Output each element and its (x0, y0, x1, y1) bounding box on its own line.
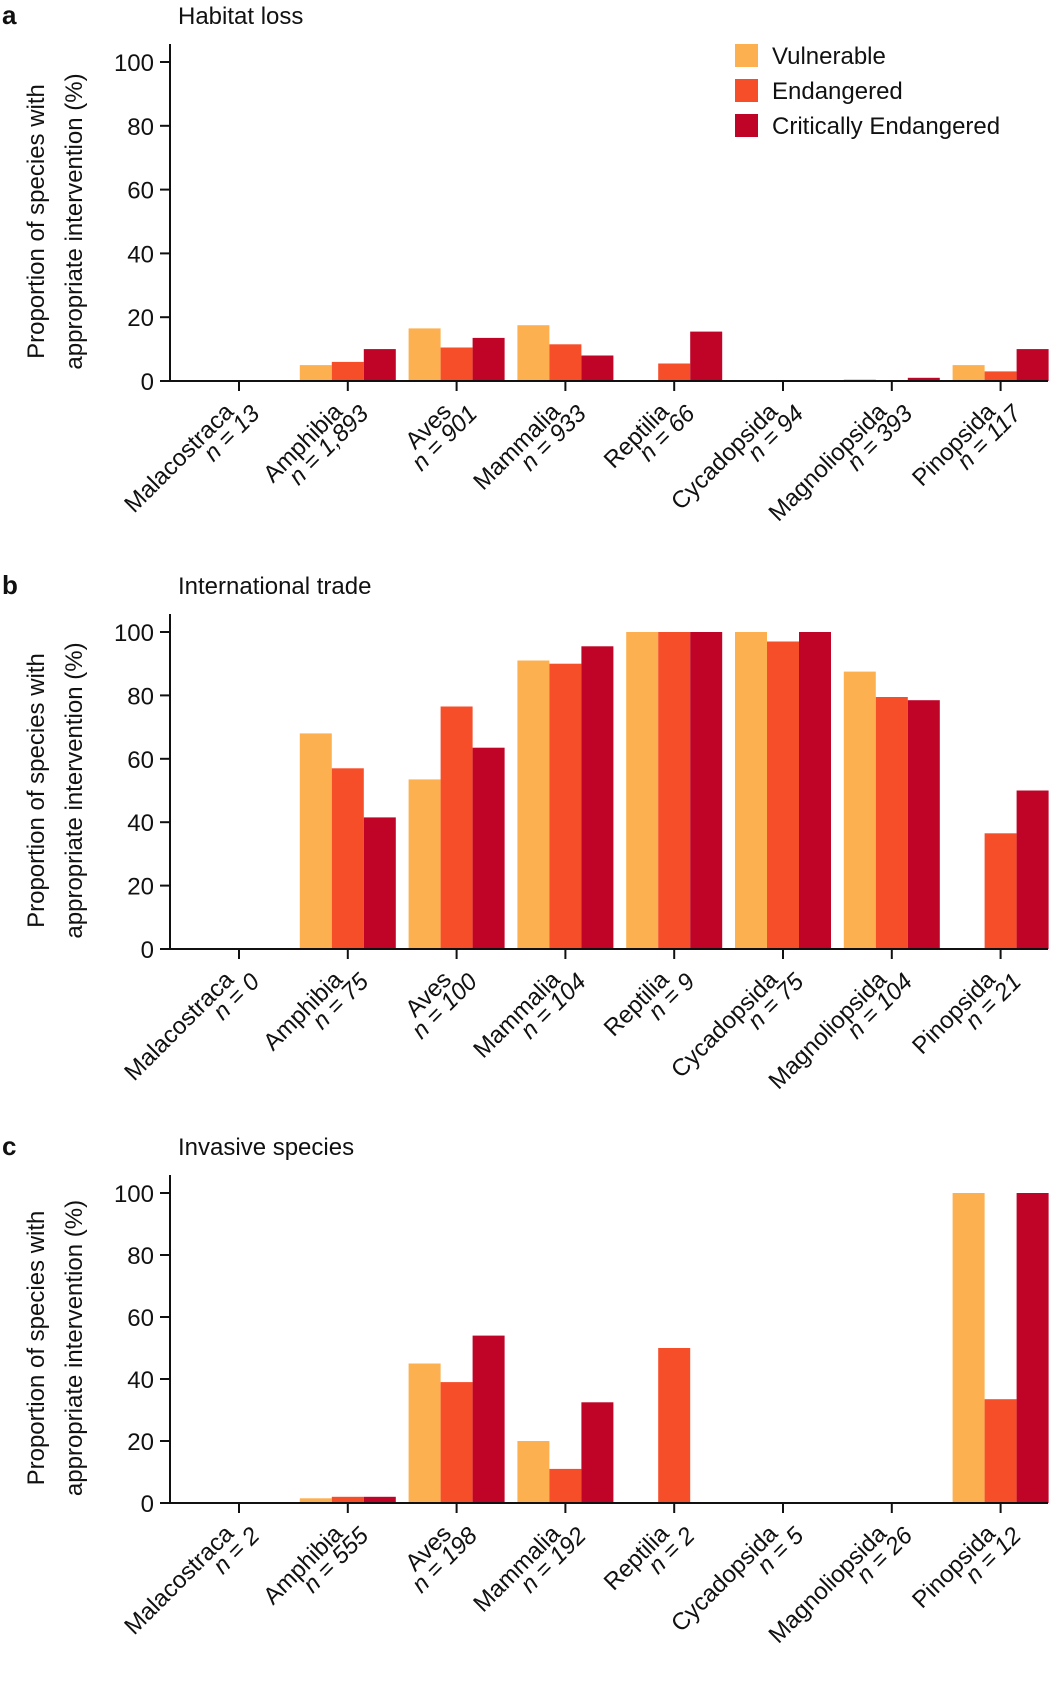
y-tick-label: 0 (141, 937, 154, 964)
y-tick-label: 60 (127, 178, 154, 205)
bar-pinopsida-endangered (984, 371, 1017, 381)
panel-b: b International trade Proportion of specie… (2, 570, 1049, 1095)
bar-magnoliopsida-critically-endangered (907, 377, 940, 381)
panel-letter: c (2, 1131, 16, 1161)
bar-mammalia-vulnerable (517, 660, 550, 949)
bar-cycadopsida-endangered (767, 641, 799, 949)
bar-pinopsida-vulnerable (952, 365, 985, 381)
bar-amphibia-endangered (331, 768, 364, 949)
y-tick-label: 100 (114, 50, 154, 77)
bar-pinopsida-critically-endangered (1016, 790, 1049, 949)
panel-title: Habitat loss (178, 3, 303, 30)
bar-amphibia-vulnerable (299, 1498, 332, 1503)
bar-reptilia-endangered (658, 1348, 691, 1503)
bar-aves-vulnerable (408, 1363, 441, 1503)
bar-amphibia-vulnerable (299, 733, 332, 949)
legend-label: Endangered (772, 78, 903, 105)
y-tick-label: 20 (127, 874, 154, 901)
bar-reptilia-endangered (658, 363, 691, 381)
bar-pinopsida-vulnerable (952, 1193, 985, 1503)
bar-amphibia-vulnerable (299, 365, 332, 381)
bar-mammalia-endangered (549, 1468, 582, 1503)
bar-aves-vulnerable (408, 779, 441, 949)
bar-aves-vulnerable (408, 328, 441, 381)
bar-magnoliopsida-critically-endangered (907, 700, 940, 949)
bar-aves-critically-endangered (472, 747, 505, 949)
y-tick-label: 60 (127, 747, 154, 774)
bar-aves-endangered (440, 347, 473, 381)
bar-mammalia-critically-endangered (581, 355, 614, 381)
bar-pinopsida-endangered (984, 1399, 1017, 1503)
y-tick-label: 20 (127, 305, 154, 332)
bar-amphibia-critically-endangered (363, 817, 396, 949)
legend-swatch-vulnerable (735, 44, 758, 67)
y-axis-label-line1: Proportion of species with (23, 653, 50, 928)
bar-mammalia-endangered (549, 663, 582, 949)
bar-reptilia-endangered (658, 632, 691, 949)
legend-label: Vulnerable (772, 43, 886, 70)
bar-aves-endangered (440, 1382, 473, 1503)
bar-magnoliopsida-endangered (875, 697, 908, 949)
y-tick-label: 40 (127, 810, 154, 837)
panel-title: International trade (178, 573, 371, 600)
bar-cycadopsida-vulnerable (735, 632, 767, 949)
bar-pinopsida-endangered (984, 833, 1017, 949)
bar-mammalia-critically-endangered (581, 646, 614, 949)
bar-pinopsida-critically-endangered (1016, 349, 1049, 381)
y-tick-label: 80 (127, 683, 154, 710)
bar-mammalia-vulnerable (517, 325, 550, 381)
y-tick-label: 80 (127, 1243, 154, 1270)
y-tick-label: 20 (127, 1429, 154, 1456)
x-category-label: Malacostraca (119, 1520, 239, 1640)
panel-c: c Invasive species Proportion of species w… (2, 1131, 1049, 1649)
legend-swatch-endangered (735, 79, 758, 102)
y-axis-label-line1: Proportion of species with (23, 1211, 50, 1486)
y-axis-label-line2: appropriate intervention (%) (61, 73, 88, 369)
legend: Vulnerable Endangered Critically Endangere… (735, 43, 1000, 140)
bar-magnoliopsida-vulnerable (843, 671, 876, 949)
y-tick-label: 0 (141, 369, 154, 396)
bar-aves-critically-endangered (472, 1335, 505, 1503)
bar-amphibia-endangered (331, 1496, 364, 1503)
y-tick-label: 100 (114, 1181, 154, 1208)
bar-pinopsida-critically-endangered (1016, 1193, 1049, 1503)
panel-title: Invasive species (178, 1134, 354, 1161)
panel-letter: a (2, 0, 17, 30)
bar-reptilia-critically-endangered (690, 331, 723, 381)
legend-swatch-critically-endangered (735, 114, 758, 137)
bar-reptilia-vulnerable (626, 632, 659, 949)
bar-amphibia-critically-endangered (363, 349, 396, 381)
y-tick-label: 0 (141, 1491, 154, 1518)
panel-letter: b (2, 570, 18, 600)
bar-amphibia-critically-endangered (363, 1496, 396, 1503)
bar-amphibia-endangered (331, 361, 364, 381)
y-tick-label: 80 (127, 114, 154, 141)
bar-reptilia-critically-endangered (690, 632, 723, 949)
y-axis-label-line2: appropriate intervention (%) (61, 1200, 88, 1496)
bar-mammalia-vulnerable (517, 1441, 550, 1503)
legend-label: Critically Endangered (772, 113, 1000, 140)
bar-mammalia-critically-endangered (581, 1402, 614, 1504)
y-tick-label: 40 (127, 1367, 154, 1394)
bar-aves-critically-endangered (472, 337, 505, 381)
y-tick-label: 60 (127, 1305, 154, 1332)
x-category-label: Malacostraca (119, 966, 239, 1086)
bar-mammalia-endangered (549, 344, 582, 381)
y-tick-label: 100 (114, 620, 154, 647)
bar-cycadopsida-critically-endangered (799, 632, 831, 949)
bar-aves-endangered (440, 706, 473, 949)
y-tick-label: 40 (127, 241, 154, 268)
y-axis-label-line1: Proportion of species with (23, 84, 50, 359)
y-axis-label-line2: appropriate intervention (%) (61, 642, 88, 938)
